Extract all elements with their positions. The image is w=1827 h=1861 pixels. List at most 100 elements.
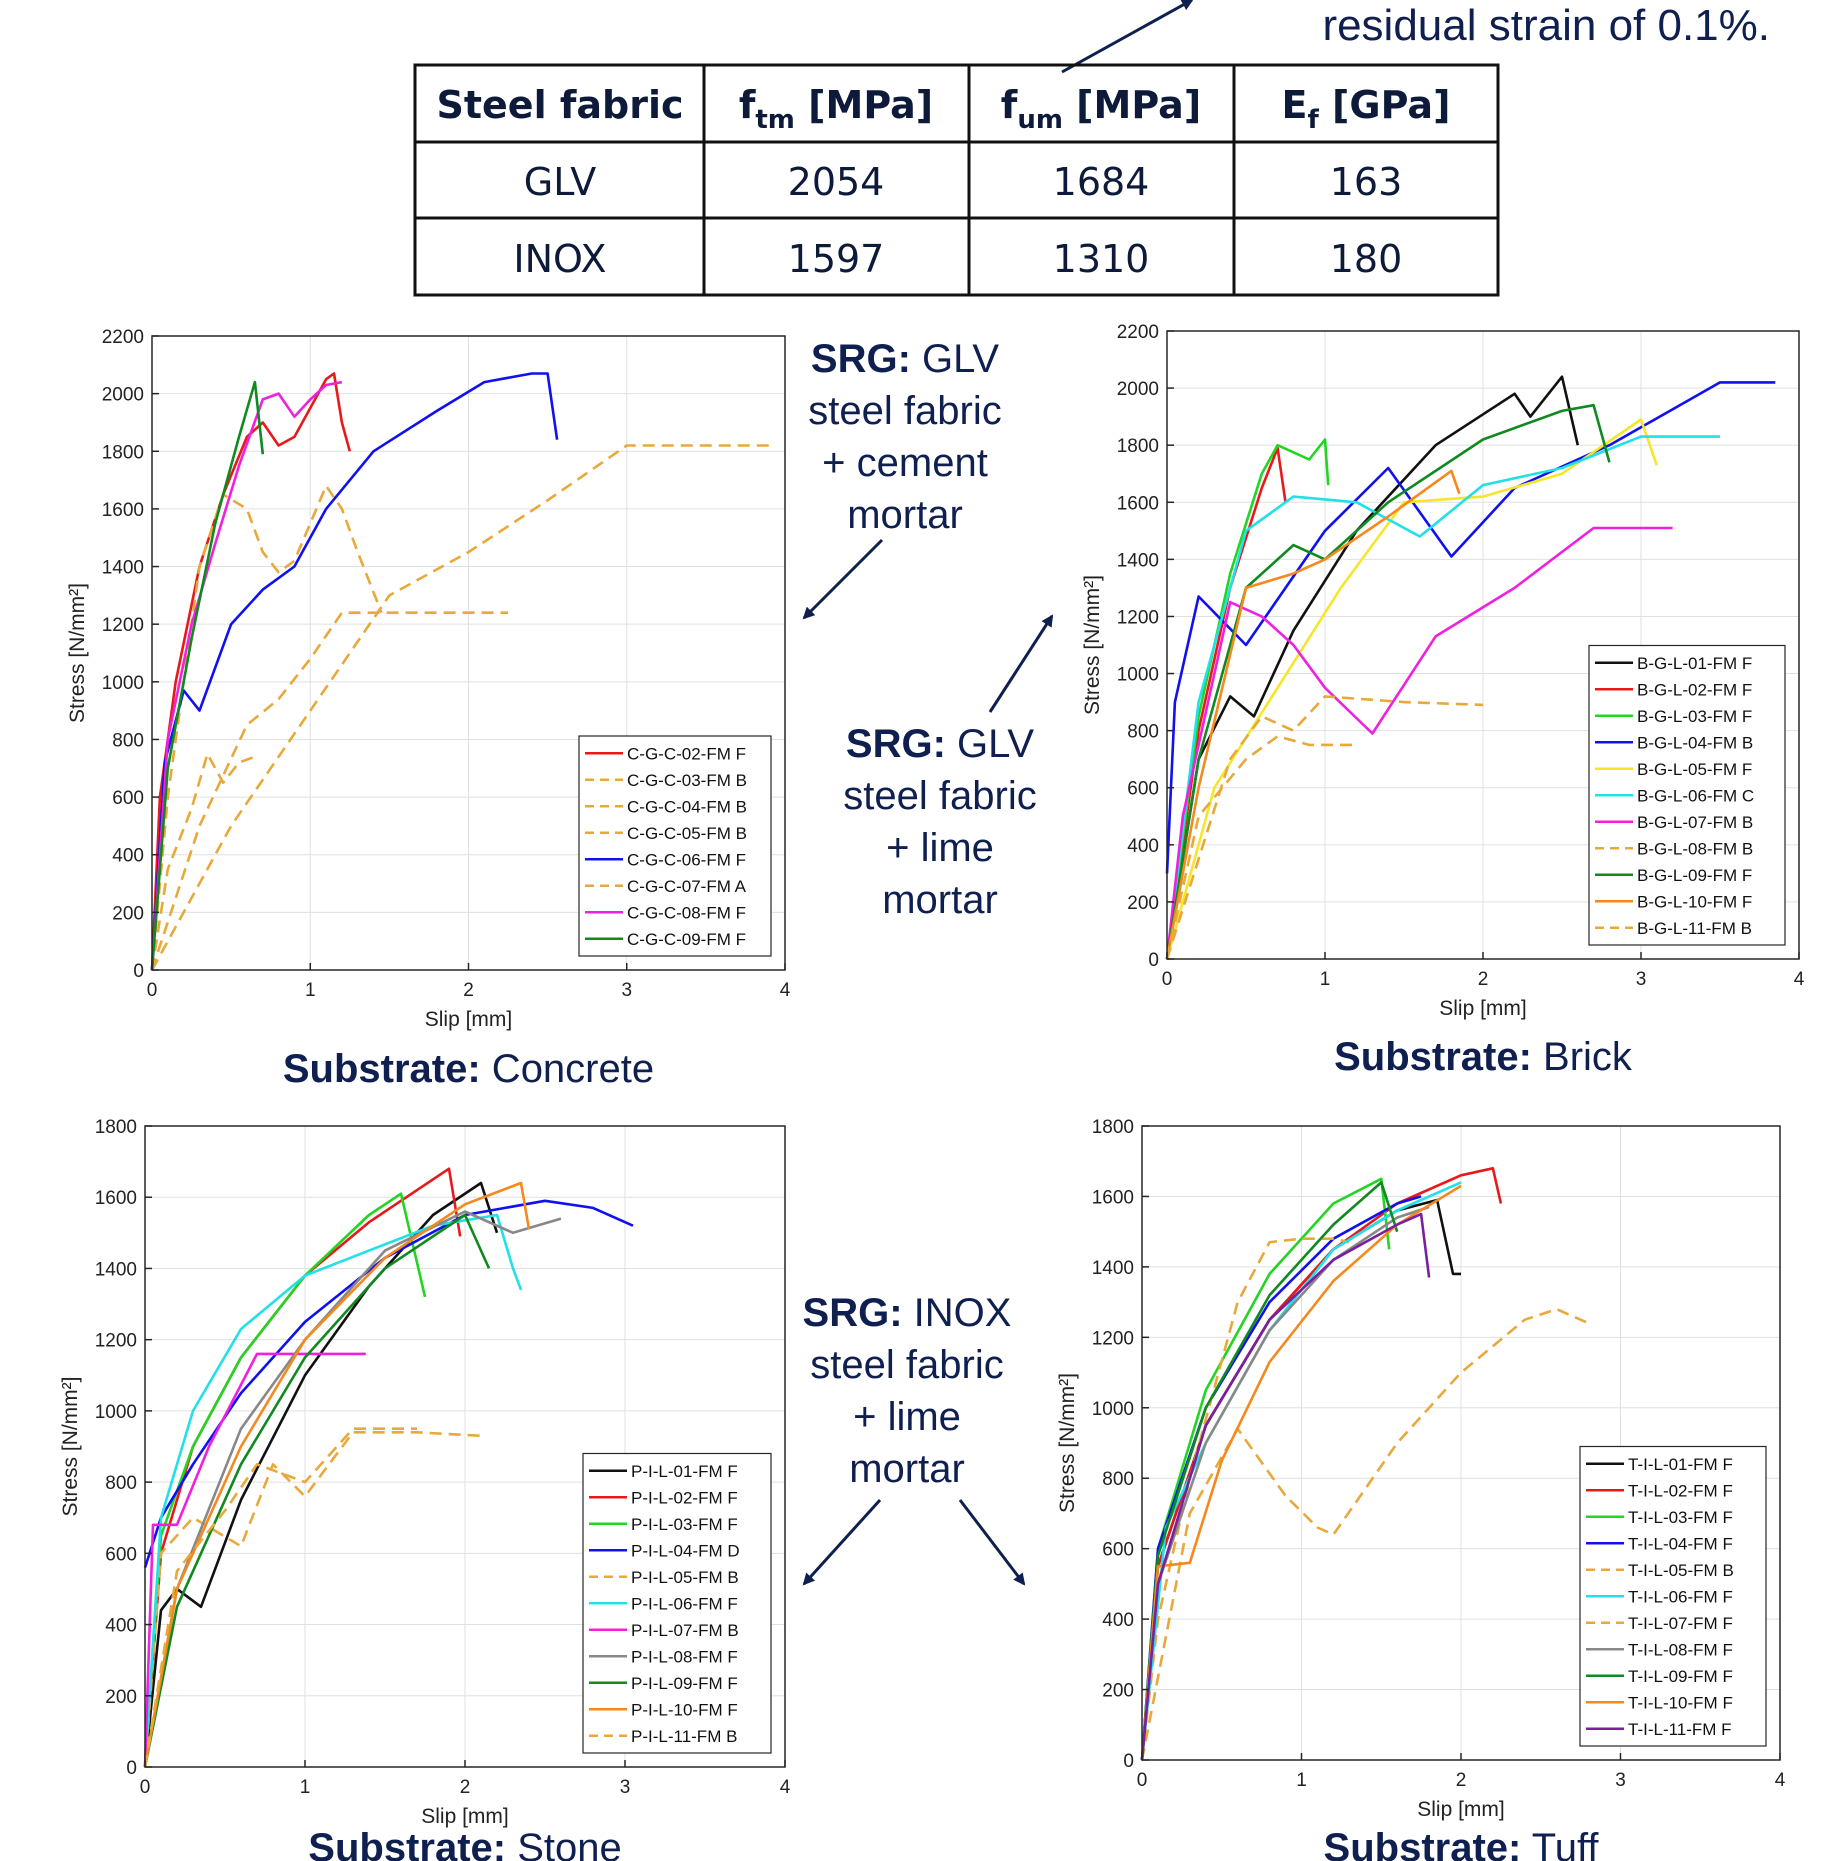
substrate-caption-name: Tuff (1521, 1826, 1599, 1861)
svg-text:+ cement: + cement (822, 441, 988, 485)
x-tick-label: 0 (1162, 969, 1173, 990)
y-tick-label: 2200 (1117, 322, 1159, 343)
svg-text:steel fabric: steel fabric (843, 774, 1036, 818)
y-tick-label: 1400 (95, 1259, 137, 1280)
x-tick-label: 4 (780, 1777, 791, 1798)
y-tick-label: 0 (126, 1758, 137, 1779)
annotation-glv-lime: SRG: GLV steel fabric + lime mortar (843, 614, 1054, 922)
y-axis-label: Stress [N/mm²] (1081, 575, 1104, 715)
series-line (1165, 381, 1776, 874)
y-tick-label: 800 (1102, 1469, 1134, 1490)
legend-label: B-G-L-01-FM F (1637, 654, 1752, 673)
legend-label: T-I-L-02-FM F (1628, 1481, 1733, 1500)
table-cell: INOX (513, 237, 606, 281)
table-header-steel-fabric: Steel fabric (437, 83, 684, 127)
legend-label: C-G-C-05-FM B (627, 824, 747, 843)
y-tick-label: 1600 (95, 1188, 137, 1209)
series-line (1165, 435, 1720, 960)
y-tick-label: 1200 (102, 615, 144, 636)
svg-text:SRG: GLV: SRG: GLV (846, 722, 1035, 766)
svg-text:mortar: mortar (849, 1447, 965, 1491)
x-tick-label: 0 (147, 980, 158, 1001)
y-tick-label: 400 (105, 1616, 137, 1637)
substrate-caption: Substrate: Concrete (283, 1047, 654, 1091)
legend-label: B-G-L-03-FM F (1637, 707, 1752, 726)
legend-label: C-G-C-02-FM F (627, 744, 746, 763)
annotation-arrow (988, 614, 1054, 713)
legend-label: C-G-C-04-FM B (627, 797, 747, 816)
legend-label: C-G-C-06-FM F (627, 850, 746, 869)
series-line (150, 611, 509, 971)
y-axis-label: Stress [N/mm²] (1056, 1373, 1079, 1513)
series-line (1140, 1181, 1399, 1761)
y-tick-label: 1600 (102, 500, 144, 521)
legend-label: B-G-L-10-FM F (1637, 892, 1752, 911)
series-line (150, 484, 383, 971)
y-tick-label: 1600 (1117, 493, 1159, 514)
annotation-inox-lime: SRG: INOX steel fabric + lime mortar (802, 1291, 1026, 1586)
legend-label: C-G-C-08-FM F (627, 903, 746, 922)
legend-label: C-G-C-09-FM F (627, 930, 746, 949)
y-tick-label: 1400 (1092, 1258, 1134, 1279)
x-tick-label: 3 (1615, 1770, 1626, 1791)
annotation-arrow (802, 538, 884, 620)
series-line (1165, 469, 1461, 960)
substrate-caption: Substrate: Tuff (1324, 1826, 1600, 1861)
substrate-caption-label: Substrate: (1324, 1826, 1522, 1861)
series-line (1140, 1237, 1350, 1761)
annotation-arrow (958, 1499, 1026, 1586)
x-tick-label: 2 (463, 980, 474, 1001)
series-line (1165, 526, 1673, 960)
chart-concrete: 0 1 2 3 4 0 200 400 600 800 1000 1200 1400 1600 1800 20… (66, 327, 791, 1091)
legend-label: T-I-L-09-FM F (1628, 1667, 1733, 1686)
y-tick-label: 0 (133, 961, 144, 982)
legend-label: P-I-L-09-FM F (631, 1674, 738, 1693)
table-cell: GLV (524, 160, 596, 204)
y-axis-label: Stress [N/mm²] (66, 583, 89, 723)
x-axis-label: Slip [mm] (1439, 997, 1527, 1020)
chart-stone: 0 1 2 3 4 0 200 400 600 800 1000 1200 1400 1600 1800 Sl… (59, 1117, 791, 1861)
x-tick-label: 0 (140, 1777, 151, 1798)
y-tick-label: 200 (105, 1687, 137, 1708)
svg-text:mortar: mortar (882, 878, 998, 922)
svg-text:+ lime: + lime (886, 826, 994, 870)
y-tick-label: 2000 (102, 385, 144, 406)
series-line (1165, 734, 1357, 960)
y-tick-label: 1000 (1092, 1399, 1134, 1420)
substrate-caption-name: Stone (506, 1826, 622, 1861)
legend-label: T-I-L-08-FM F (1628, 1640, 1733, 1659)
series-line (150, 444, 770, 971)
substrate-caption-name: Concrete (481, 1047, 654, 1091)
substrate-caption-label: Substrate: (283, 1047, 481, 1091)
x-tick-label: 1 (300, 1777, 311, 1798)
y-axis-label: Stress [N/mm²] (59, 1377, 82, 1517)
table-cell: 1597 (788, 237, 885, 281)
legend-label: P-I-L-05-FM B (631, 1568, 739, 1587)
legend-label: C-G-C-03-FM B (627, 771, 747, 790)
x-tick-label: 3 (1636, 969, 1647, 990)
y-tick-label: 200 (112, 903, 144, 924)
annotation-arrow (802, 1498, 882, 1586)
series-line (143, 1199, 634, 1568)
series-line (150, 372, 352, 971)
properties-table: Steel fabric ftm [MPa] fum [MPa] Ef [GPa… (413, 63, 1500, 297)
legend-label: C-G-C-07-FM A (627, 877, 747, 896)
y-tick-label: 1200 (1092, 1328, 1134, 1349)
series-line (143, 1181, 499, 1768)
legend-label: T-I-L-03-FM F (1628, 1508, 1733, 1527)
series-line (150, 752, 256, 971)
legend-label: P-I-L-01-FM F (631, 1462, 738, 1481)
y-tick-label: 400 (112, 846, 144, 867)
y-tick-label: 2000 (1117, 379, 1159, 400)
y-tick-label: 600 (1127, 779, 1159, 800)
svg-text:steel fabric: steel fabric (810, 1343, 1003, 1387)
legend-label: B-G-L-11-FM B (1637, 919, 1752, 938)
legend-label: P-I-L-04-FM D (631, 1541, 740, 1560)
x-axis-label: Slip [mm] (425, 1008, 513, 1031)
series-line (1165, 418, 1659, 960)
x-tick-label: 1 (305, 980, 316, 1001)
legend-label: T-I-L-05-FM B (1628, 1561, 1734, 1580)
y-tick-label: 400 (1127, 836, 1159, 857)
table-header-fum: fum [MPa] (1001, 83, 1201, 135)
series-line (143, 1213, 491, 1768)
